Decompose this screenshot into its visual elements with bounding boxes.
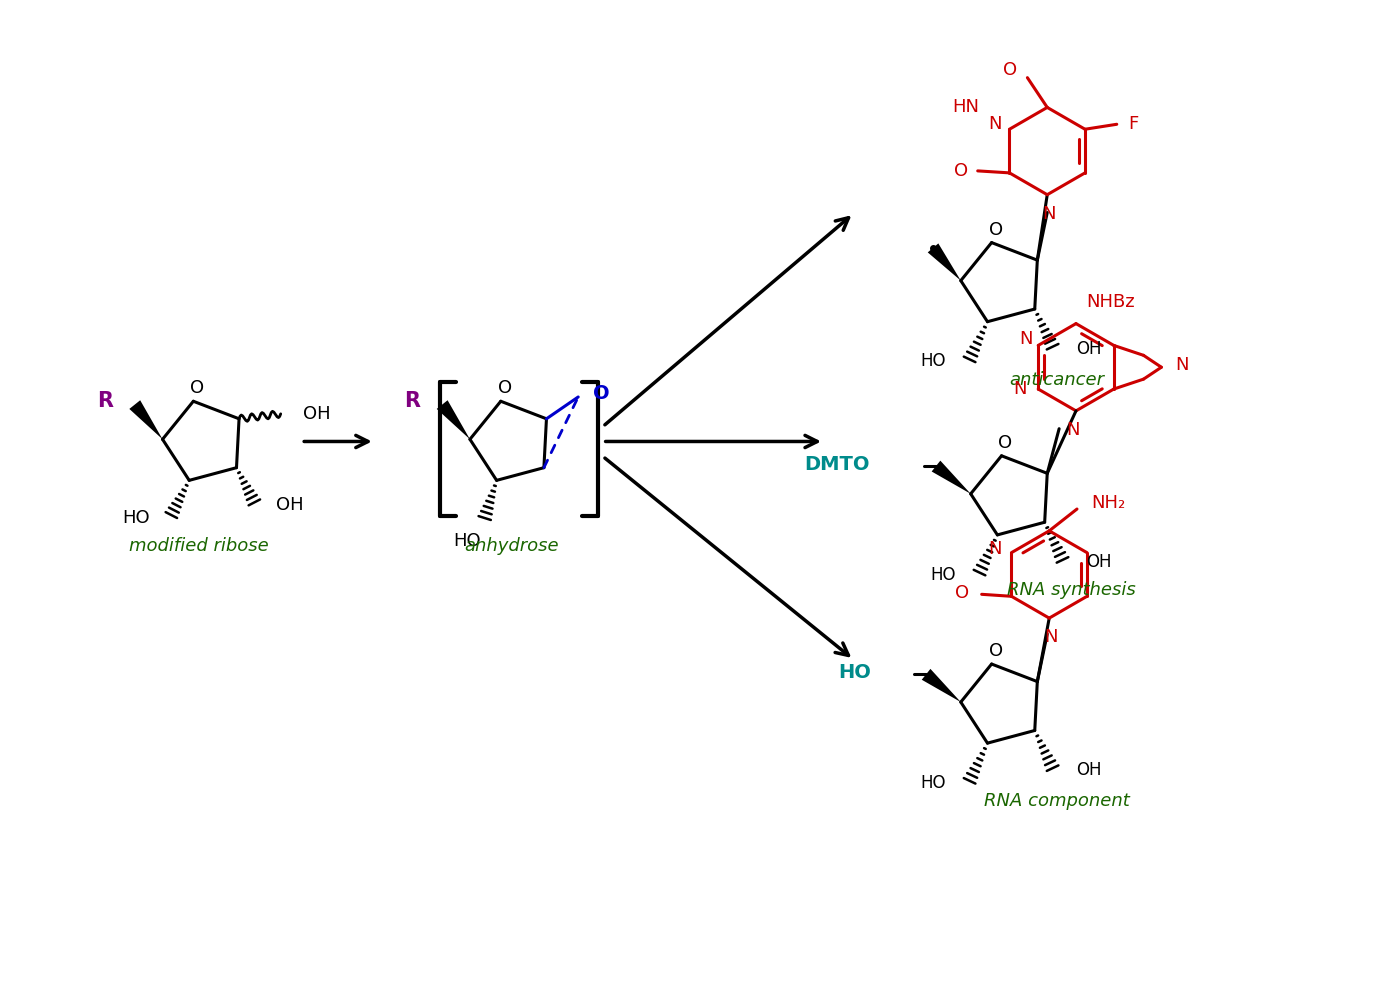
Text: O: O [954,162,967,180]
Text: N: N [1175,357,1189,374]
Text: OH: OH [1077,761,1102,779]
Polygon shape [922,669,960,702]
Text: NH₂: NH₂ [1091,494,1125,512]
Text: DMTO: DMTO [804,454,869,473]
Text: HO: HO [453,532,481,550]
Text: O: O [955,585,969,603]
Text: OH: OH [276,496,304,514]
Text: RNA synthesis: RNA synthesis [1008,582,1137,600]
Text: N: N [1042,204,1056,222]
Text: HN: HN [952,99,980,117]
Text: O: O [1003,61,1017,79]
Text: N: N [1020,331,1033,349]
Text: HO: HO [930,566,956,584]
Polygon shape [437,400,470,439]
Text: O: O [593,383,610,402]
Text: HO: HO [839,662,872,682]
Text: HO: HO [920,774,945,792]
Text: modified ribose: modified ribose [129,537,269,555]
Text: R: R [405,390,420,410]
Text: RNA component: RNA component [984,793,1130,811]
Text: O: O [498,379,511,397]
Text: O: O [988,221,1002,239]
Polygon shape [927,243,960,281]
Text: N: N [1013,380,1026,398]
Text: HO: HO [122,509,150,527]
Text: OH: OH [1077,340,1102,358]
Text: O: O [190,379,204,397]
Text: HO: HO [920,353,945,371]
Text: R: R [97,390,112,410]
Text: O: O [988,642,1002,660]
Text: OH: OH [1087,553,1112,571]
Text: O: O [998,434,1013,452]
Text: NHBz: NHBz [1085,293,1135,311]
Text: anhydrose: anhydrose [464,537,559,555]
Text: F: F [1128,116,1139,133]
Text: anticancer: anticancer [1009,371,1105,389]
Text: N: N [1045,628,1058,646]
Text: N: N [1066,420,1080,439]
Polygon shape [931,461,970,494]
Polygon shape [129,400,162,439]
Text: OH: OH [302,404,330,423]
Text: N: N [988,540,1002,558]
Text: N: N [988,116,1002,133]
